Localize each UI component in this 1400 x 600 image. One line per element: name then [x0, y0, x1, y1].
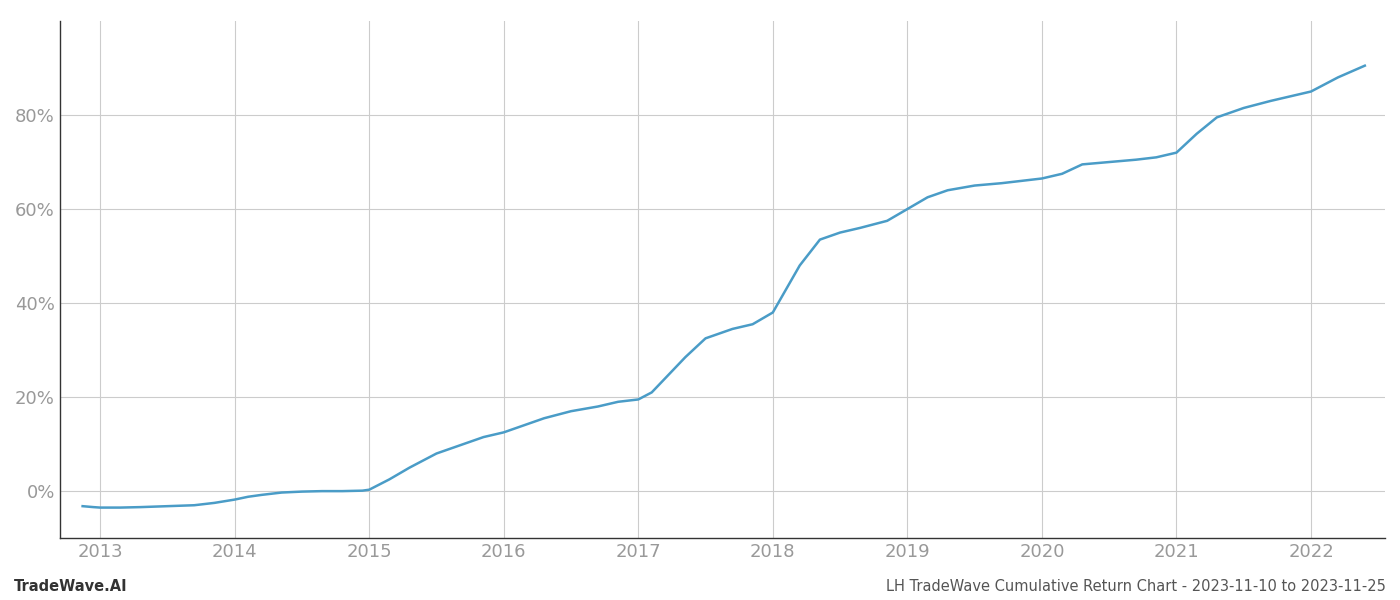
- Text: TradeWave.AI: TradeWave.AI: [14, 579, 127, 594]
- Text: LH TradeWave Cumulative Return Chart - 2023-11-10 to 2023-11-25: LH TradeWave Cumulative Return Chart - 2…: [886, 579, 1386, 594]
